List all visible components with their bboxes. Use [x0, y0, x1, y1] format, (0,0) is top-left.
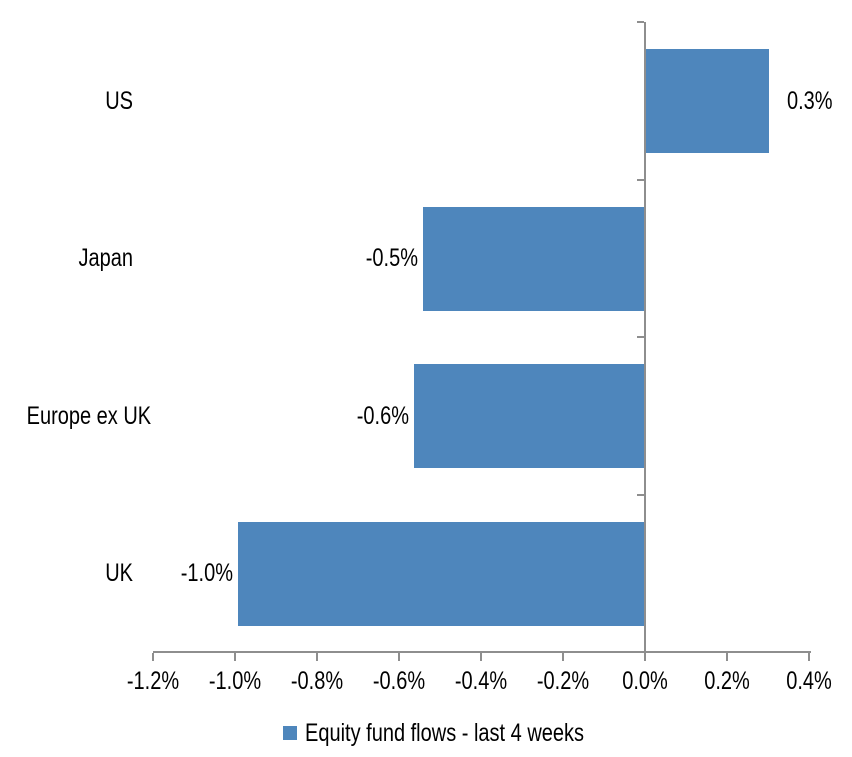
legend: Equity fund flows - last 4 weeks: [283, 718, 654, 748]
x-axis-tick: [808, 653, 810, 661]
bar: [238, 522, 644, 626]
x-tick-label: 0.4%: [786, 667, 832, 695]
bar: [423, 207, 644, 311]
category-tick: [637, 179, 644, 181]
x-axis-tick: [726, 653, 728, 661]
bar: [646, 49, 769, 153]
legend-marker-swatch: [283, 726, 297, 740]
data-label: -1.0%: [180, 559, 233, 587]
zero-axis-line: [644, 22, 646, 660]
x-tick-label: -0.4%: [454, 667, 508, 695]
category-label: Japan: [78, 244, 134, 272]
x-axis-tick: [316, 653, 318, 661]
x-axis-tick: [152, 653, 154, 661]
x-tick-label: -1.0%: [208, 667, 262, 695]
x-axis-line: [153, 651, 811, 653]
category-tick: [637, 336, 644, 338]
legend-label: Equity fund flows - last 4 weeks: [305, 719, 585, 747]
x-tick-label: -1.2%: [126, 667, 180, 695]
category-tick: [637, 21, 644, 23]
x-axis-tick: [562, 653, 564, 661]
x-axis-tick: [644, 653, 646, 661]
data-label: -0.5%: [365, 244, 418, 272]
category-label: UK: [105, 559, 133, 587]
category-label: US: [105, 87, 133, 115]
x-tick-label: 0.2%: [704, 667, 750, 695]
bar: [414, 364, 644, 468]
data-label: -0.6%: [356, 402, 409, 430]
category-label: Europe ex UK: [26, 402, 152, 430]
x-tick-label: -0.6%: [372, 667, 426, 695]
x-tick-label: -0.8%: [290, 667, 344, 695]
category-tick: [637, 494, 644, 496]
x-tick-label: 0.0%: [622, 667, 668, 695]
x-axis-tick: [480, 653, 482, 661]
data-label: 0.3%: [787, 87, 833, 115]
x-tick-label: -0.2%: [536, 667, 590, 695]
x-axis-tick: [234, 653, 236, 661]
x-axis-tick: [398, 653, 400, 661]
